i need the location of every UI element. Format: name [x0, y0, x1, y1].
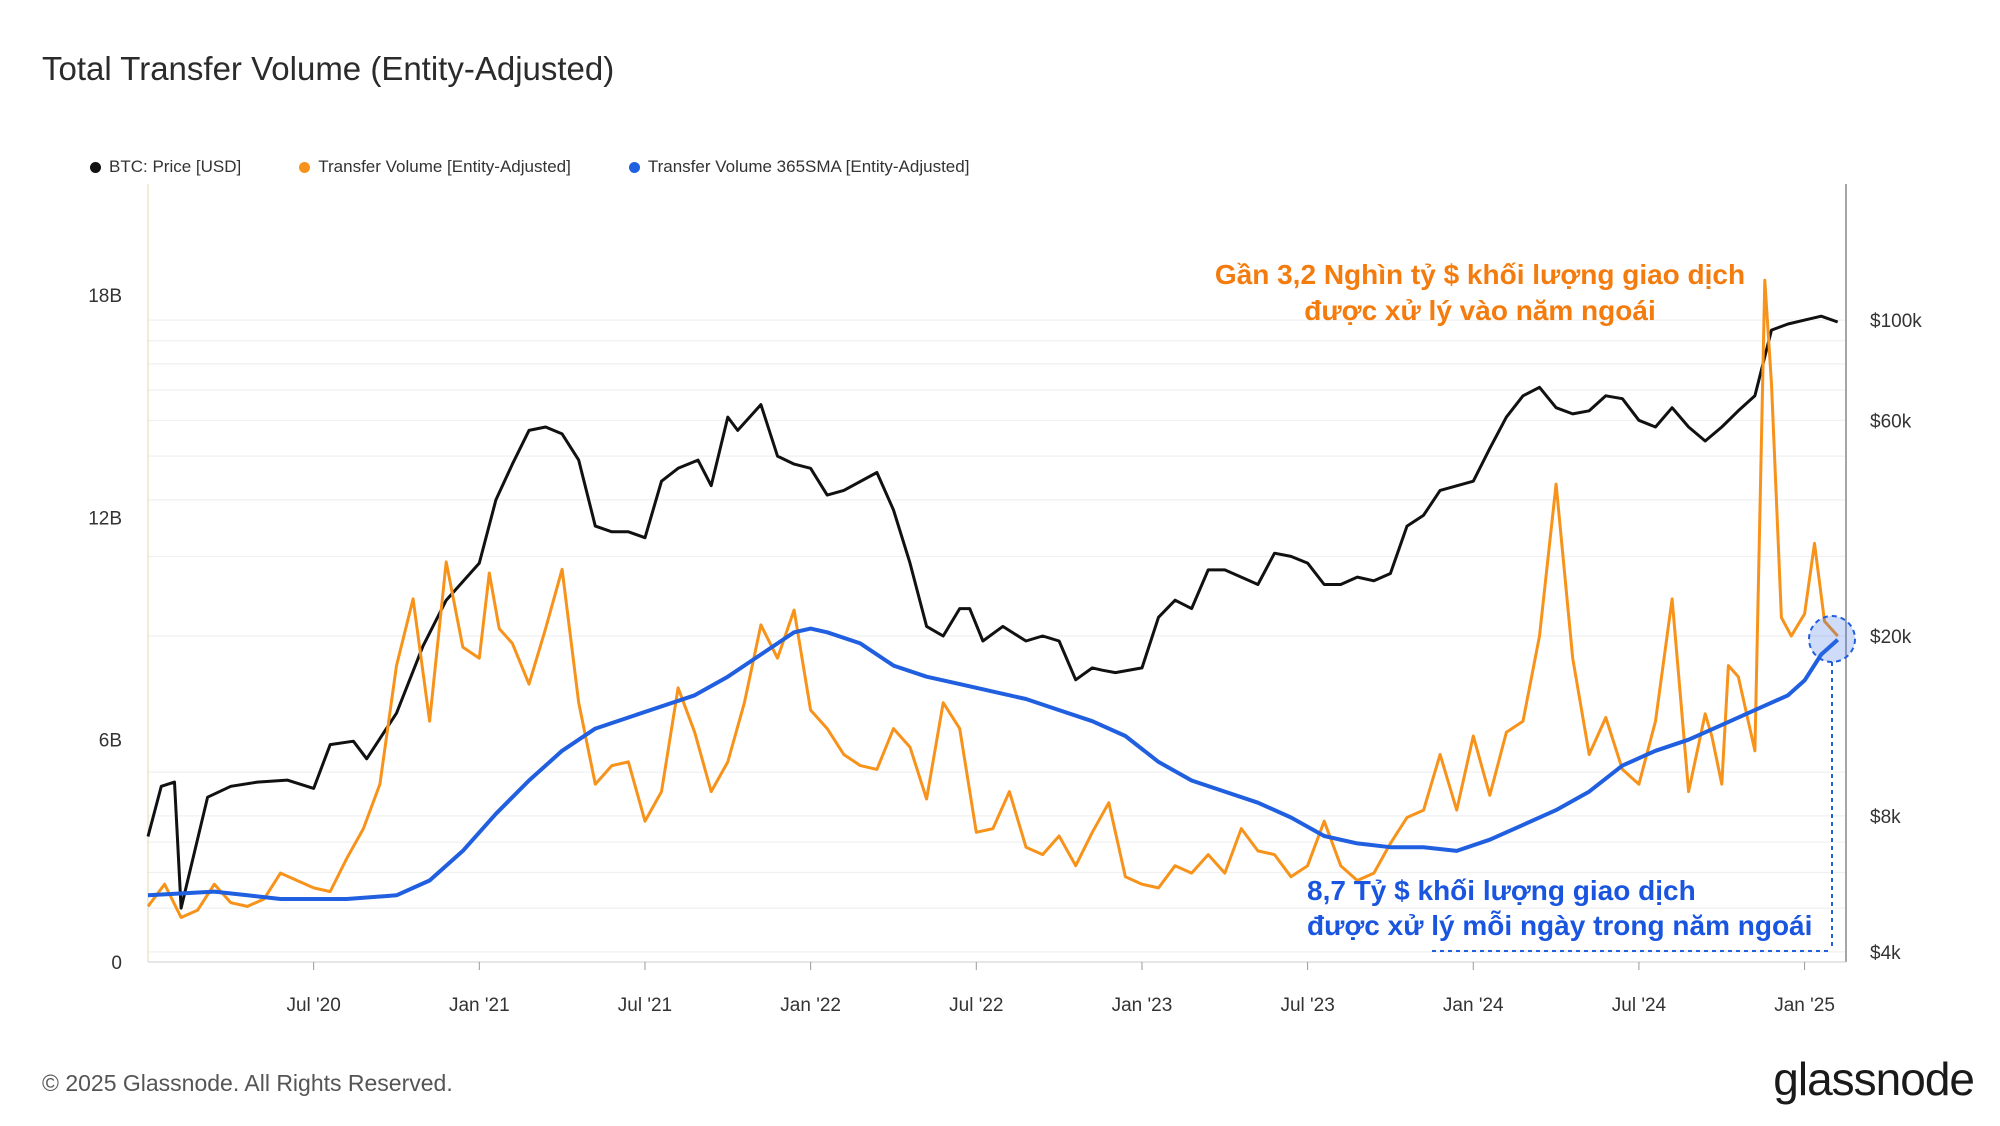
- x-tick-label: Jan '23: [1112, 995, 1173, 1016]
- legend-item-transfer-volume[interactable]: Transfer Volume [Entity-Adjusted]: [299, 157, 571, 177]
- x-tick-label: Jul '21: [618, 995, 672, 1016]
- x-tick-label: Jan '22: [780, 995, 841, 1016]
- x-tick-label: Jul '24: [1612, 995, 1667, 1016]
- y-right-tick-label: $8k: [1870, 807, 1901, 828]
- y-left-tick-label: 12B: [88, 508, 122, 529]
- legend-label: Transfer Volume 365SMA [Entity-Adjusted]: [647, 157, 970, 176]
- legend-item-btc-price[interactable]: BTC: Price [USD]: [90, 157, 241, 177]
- y-right-tick-label: $4k: [1870, 943, 1901, 964]
- highlight-circle: [1808, 615, 1856, 663]
- x-tick-label: Jan '21: [449, 995, 510, 1016]
- y-axis-left-ticks: 0 6B 12B 18B: [88, 286, 122, 974]
- legend-item-transfer-volume-sma[interactable]: Transfer Volume 365SMA [Entity-Adjusted]: [628, 157, 970, 177]
- y-left-tick-label: 0: [111, 953, 122, 974]
- x-tick-label: Jan '24: [1443, 995, 1504, 1016]
- legend: BTC: Price [USD] Transfer Volume [Entity…: [90, 157, 969, 177]
- x-tick-label: Jul '20: [286, 995, 340, 1016]
- legend-dot-orange: [299, 161, 311, 173]
- annotation-bottom-line1: 8,7 Tỷ $ khối lượng giao dịch: [1307, 875, 1696, 906]
- copyright-footer: © 2025 Glassnode. All Rights Reserved.: [42, 1070, 453, 1096]
- page-title: Total Transfer Volume (Entity-Adjusted): [42, 50, 615, 87]
- series-btc-price-line: [146, 314, 1839, 910]
- x-tick-label: Jan '25: [1774, 995, 1835, 1016]
- x-tick-label: Jul '22: [949, 995, 1003, 1016]
- annotation-bottom-line2: được xử lý mỗi ngày trong năm ngoái: [1307, 910, 1812, 941]
- series-transfer-volume-sma-line: [147, 626, 1840, 901]
- legend-dot-black: [90, 161, 101, 173]
- x-tick-label: Jul '23: [1280, 995, 1334, 1016]
- y-right-tick-label: $60k: [1870, 411, 1912, 432]
- brand-logo[interactable]: glassnode: [1773, 1053, 1975, 1105]
- x-axis-ticks: Jul '20 Jan '21 Jul '21 Jan '22 Jul '22 Jan '…: [286, 962, 1835, 1016]
- legend-label: BTC: Price [USD]: [109, 157, 242, 176]
- y-left-tick-label: 18B: [88, 286, 122, 307]
- y-axis-right-ticks: $4k $8k $20k $60k $100k: [1870, 311, 1922, 964]
- y-right-tick-label: $20k: [1870, 627, 1912, 648]
- y-right-tick-label: $100k: [1870, 311, 1922, 332]
- legend-dot-blue: [628, 161, 640, 173]
- y-left-tick-label: 6B: [99, 731, 122, 752]
- annotation-top-line2: được xử lý vào năm ngoái: [1304, 295, 1655, 326]
- legend-label: Transfer Volume [Entity-Adjusted]: [318, 157, 571, 176]
- series-transfer-volume-line: [146, 278, 1839, 919]
- annotation-top-line1: Gần 3,2 Nghìn tỷ $ khối lượng giao dịch: [1215, 259, 1745, 290]
